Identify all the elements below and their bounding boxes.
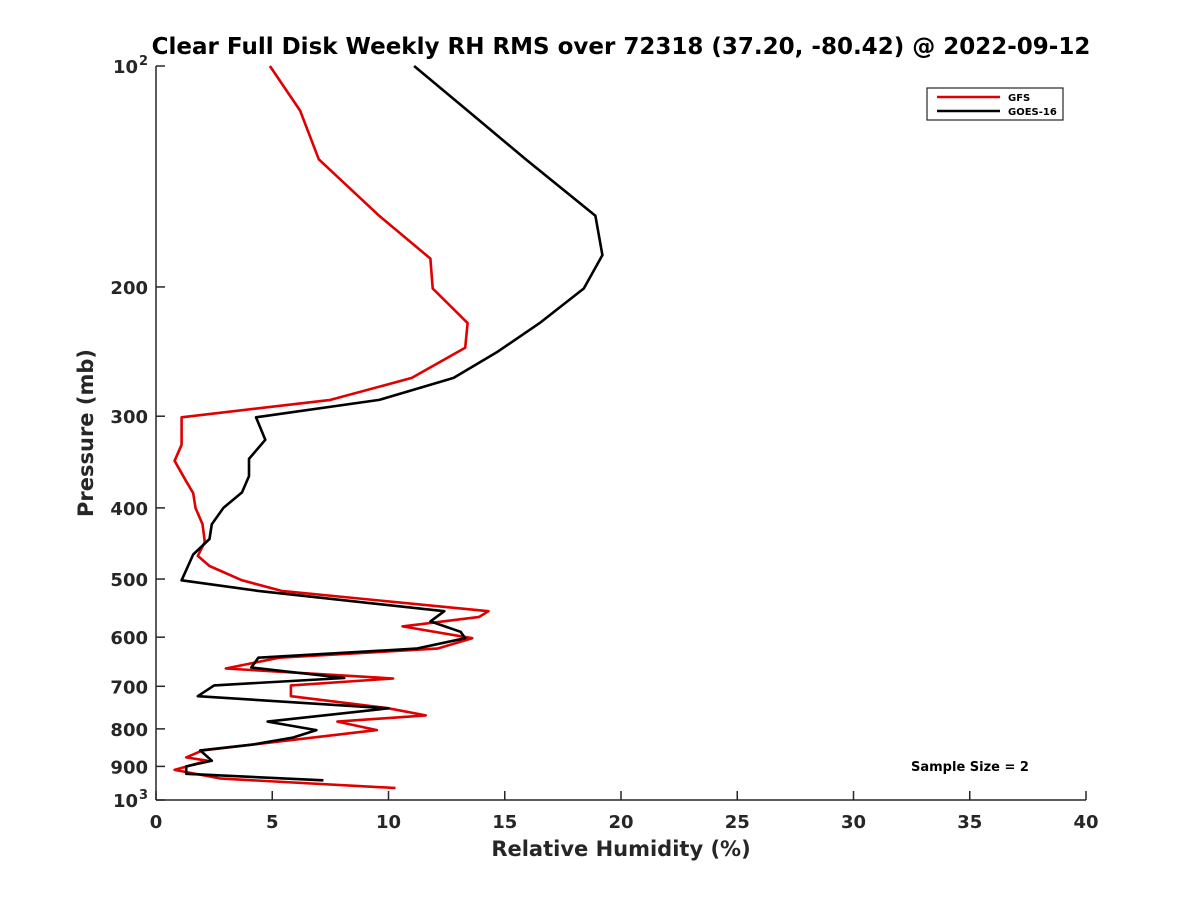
y-tick-label: 300 [110,407,148,428]
y-tick-label: 500 [110,570,148,591]
x-tick-label: 0 [150,812,163,833]
y-tick-label: 900 [110,757,148,778]
chart-title: Clear Full Disk Weekly RH RMS over 72318… [152,34,1091,60]
y-axis-label: Pressure (mb) [74,349,98,517]
x-tick-label: 30 [841,812,866,833]
y-tick-label: 200 [110,278,148,299]
sample-size-annotation: Sample Size = 2 [911,760,1029,775]
y-tick-label: 10 [113,791,138,812]
x-tick-label: 15 [492,812,517,833]
x-tick-label: 35 [957,812,982,833]
y-tick-label: 800 [110,720,148,741]
legend-label-gfs: GFS [1008,93,1030,104]
y-tick-label: 10 [113,57,138,78]
x-tick-label: 20 [608,812,633,833]
series-line-goes16 [180,65,604,782]
x-tick-label: 5 [266,812,279,833]
legend-label-goes16: GOES-16 [1008,107,1057,118]
y-tick-exponent: 3 [139,788,148,803]
y-tick-label: 400 [110,499,148,520]
legend: GFS GOES-16 [926,87,1064,121]
x-tick-label: 25 [725,812,750,833]
x-axis-ticks: 0 5 10 15 20 25 30 35 40 [150,791,1099,833]
x-tick-label: 40 [1073,812,1098,833]
y-tick-label: 600 [110,628,148,649]
x-axis-label: Relative Humidity (%) [491,837,750,861]
series-layer [173,65,604,790]
series-line-gfs [173,65,490,790]
legend-box [926,87,1064,121]
y-tick-exponent: 2 [139,54,148,69]
y-tick-label: 700 [110,677,148,698]
x-tick-label: 10 [376,812,401,833]
